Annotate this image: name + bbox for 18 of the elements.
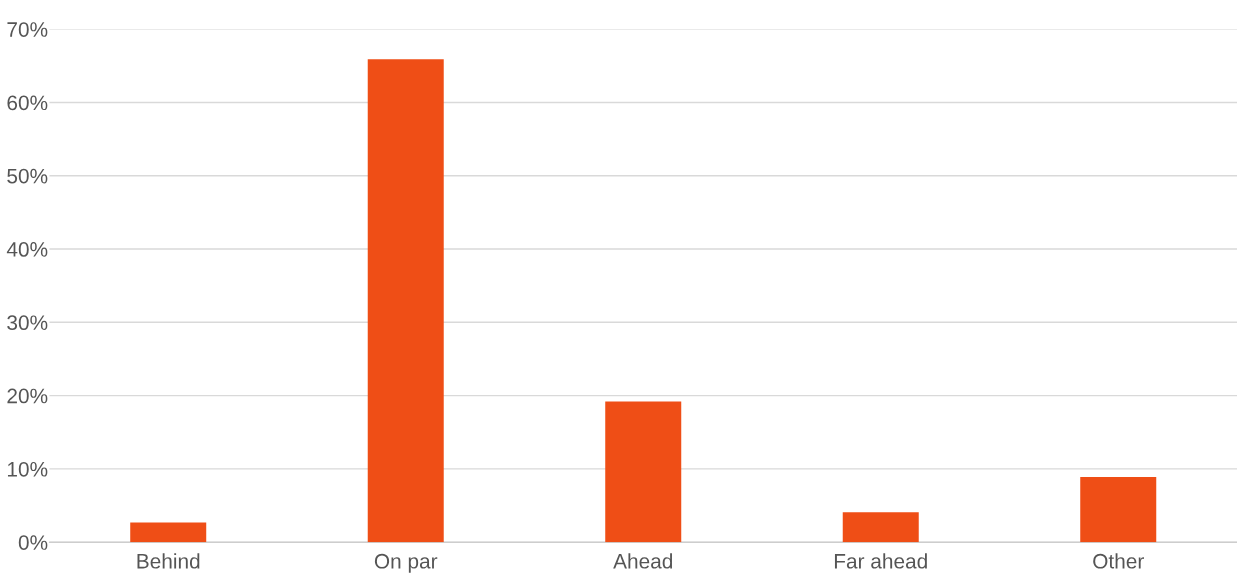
bar xyxy=(367,59,444,543)
y-tick-label: 20% xyxy=(7,388,48,404)
y-tick-label: 60% xyxy=(7,95,48,111)
x-tick-label: Behind xyxy=(137,553,200,569)
x-tick-label: On par xyxy=(374,553,438,573)
y-tick-label: 50% xyxy=(7,168,48,184)
y-tick-label: 30% xyxy=(7,315,48,331)
x-tick-label: Other xyxy=(1093,553,1144,569)
y-tick-label: 10% xyxy=(7,461,48,477)
x-tick-label: Far ahead xyxy=(834,553,927,569)
bar xyxy=(842,512,919,543)
bar xyxy=(605,401,682,543)
bar xyxy=(130,522,207,543)
y-tick-label: 70% xyxy=(7,22,48,37)
y-tick-label: 0% xyxy=(18,535,48,550)
bar xyxy=(1080,476,1157,543)
y-tick-label: 40% xyxy=(6,242,48,257)
x-tick-label: Ahead xyxy=(613,553,673,569)
